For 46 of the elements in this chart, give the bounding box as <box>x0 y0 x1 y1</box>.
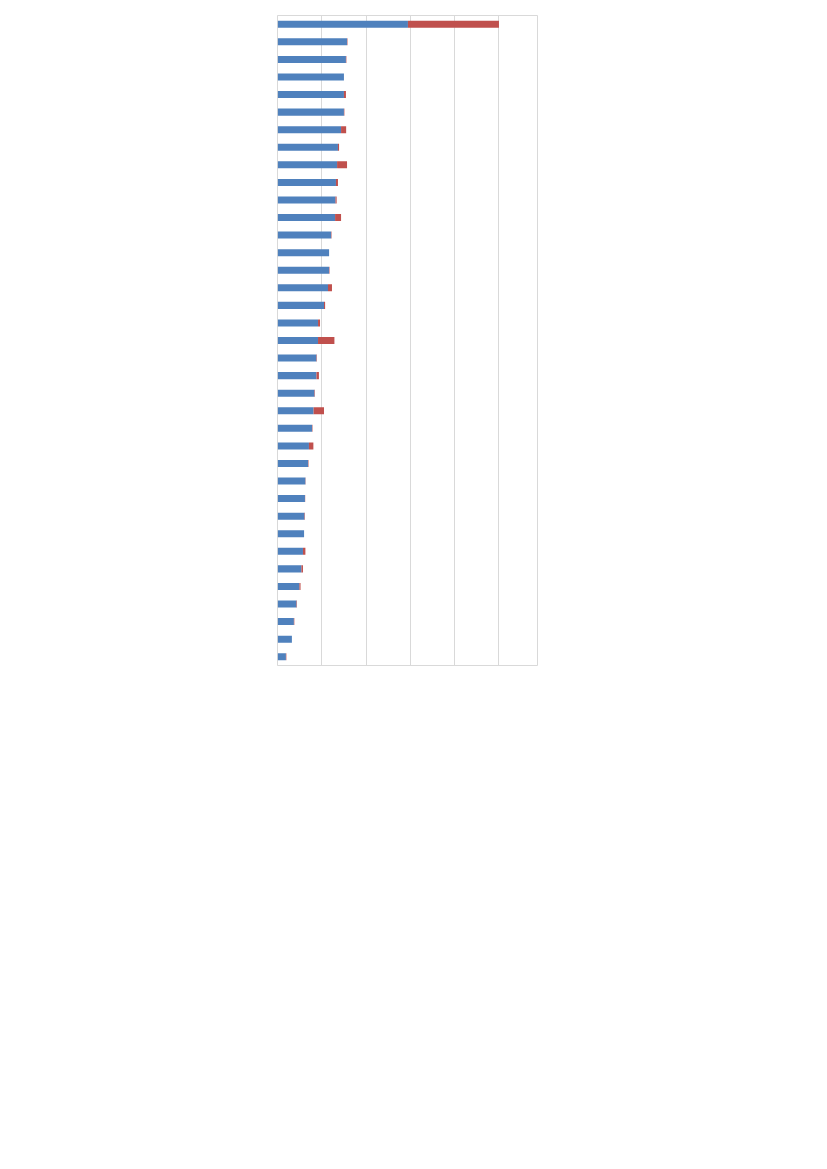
bar <box>277 372 317 380</box>
bar <box>313 407 325 415</box>
bar <box>277 178 336 186</box>
bar <box>277 618 294 626</box>
bar <box>277 249 330 257</box>
bar <box>277 336 319 345</box>
bar <box>341 126 347 134</box>
bar <box>277 91 344 99</box>
bar <box>277 126 342 134</box>
bar <box>277 407 314 415</box>
bar <box>277 442 309 450</box>
bar <box>277 389 315 397</box>
bar <box>277 301 325 309</box>
bar <box>277 108 344 116</box>
bar <box>277 565 302 573</box>
bar <box>277 354 317 362</box>
bar <box>277 231 332 239</box>
bar <box>277 600 297 608</box>
bar <box>277 143 338 151</box>
bar <box>277 266 330 274</box>
bar <box>337 161 348 169</box>
bar <box>316 372 319 380</box>
bar <box>277 196 336 204</box>
bar <box>277 20 408 28</box>
bar <box>277 214 336 222</box>
bar <box>277 635 292 643</box>
bar <box>277 530 305 538</box>
bar <box>277 582 300 590</box>
bar <box>277 424 313 432</box>
bar <box>308 442 314 450</box>
bar <box>277 38 348 46</box>
bar <box>327 284 332 292</box>
bar <box>277 547 303 555</box>
bar <box>318 336 335 345</box>
bar <box>335 214 342 222</box>
bar <box>277 653 286 661</box>
bar <box>277 477 306 485</box>
bar <box>277 512 305 520</box>
bar <box>277 459 309 467</box>
bar <box>277 73 344 81</box>
bar <box>277 161 338 169</box>
bar <box>277 495 305 503</box>
bar <box>277 284 328 292</box>
bar <box>277 55 346 63</box>
bar <box>277 319 319 327</box>
bar <box>407 20 499 28</box>
